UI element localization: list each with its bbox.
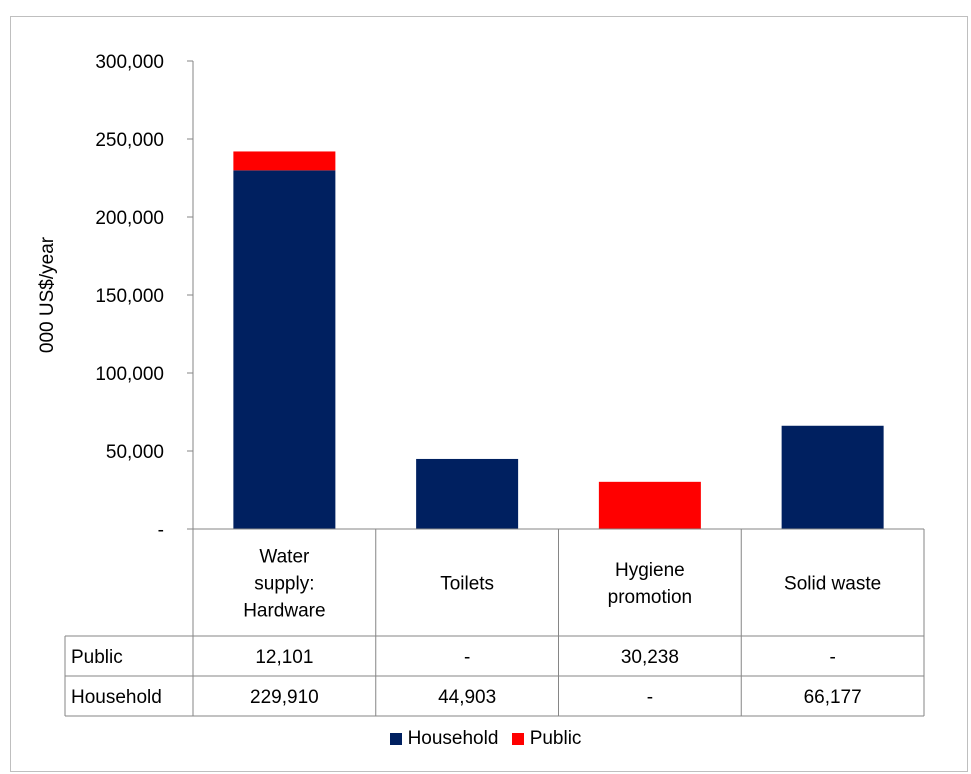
- bar-public-0: [233, 151, 336, 171]
- y-tick-label: 100,000: [95, 364, 164, 385]
- y-tick-label: 200,000: [95, 208, 164, 229]
- legend-swatch-public: [511, 733, 524, 745]
- table-cell-public: 30,238: [621, 647, 679, 668]
- table-cell-public: -: [464, 647, 470, 668]
- y-tick-label: -: [158, 520, 164, 541]
- table-row-header-household: Household: [71, 687, 162, 708]
- category-label: promotion: [608, 587, 693, 608]
- table-cell-public: 12,101: [255, 647, 313, 668]
- table-cell-household: 229,910: [250, 687, 319, 708]
- legend-item-public: Public: [511, 728, 582, 750]
- bar-public-2: [598, 481, 701, 529]
- table-cell-public: -: [829, 647, 835, 668]
- y-axis-title: 000 US$/year: [37, 236, 58, 353]
- legend-label-household: Household: [407, 728, 499, 749]
- table-cell-household: 66,177: [804, 687, 862, 708]
- category-label: Solid waste: [784, 574, 881, 595]
- y-tick-label: 300,000: [95, 52, 164, 73]
- category-label: Hygiene: [615, 560, 685, 581]
- category-label: Toilets: [440, 574, 494, 595]
- legend-swatch-household: [389, 733, 402, 745]
- y-tick-label: 150,000: [95, 286, 164, 307]
- bar-household-1: [416, 458, 519, 529]
- y-tick-label: 250,000: [95, 130, 164, 151]
- bar-household-3: [781, 425, 884, 529]
- legend: Household Public: [0, 728, 971, 751]
- table-row-header-public: Public: [71, 647, 123, 668]
- category-label: supply:: [254, 574, 314, 595]
- category-label: Water: [259, 547, 310, 568]
- bar-household-0: [233, 170, 336, 529]
- chart-frame: [10, 16, 968, 772]
- table-cell-household: 44,903: [438, 687, 496, 708]
- legend-item-household: Household: [389, 728, 499, 750]
- category-label: Hardware: [243, 601, 325, 622]
- legend-label-public: Public: [529, 728, 582, 749]
- y-tick-label: 50,000: [106, 442, 164, 463]
- table-cell-household: -: [647, 687, 653, 708]
